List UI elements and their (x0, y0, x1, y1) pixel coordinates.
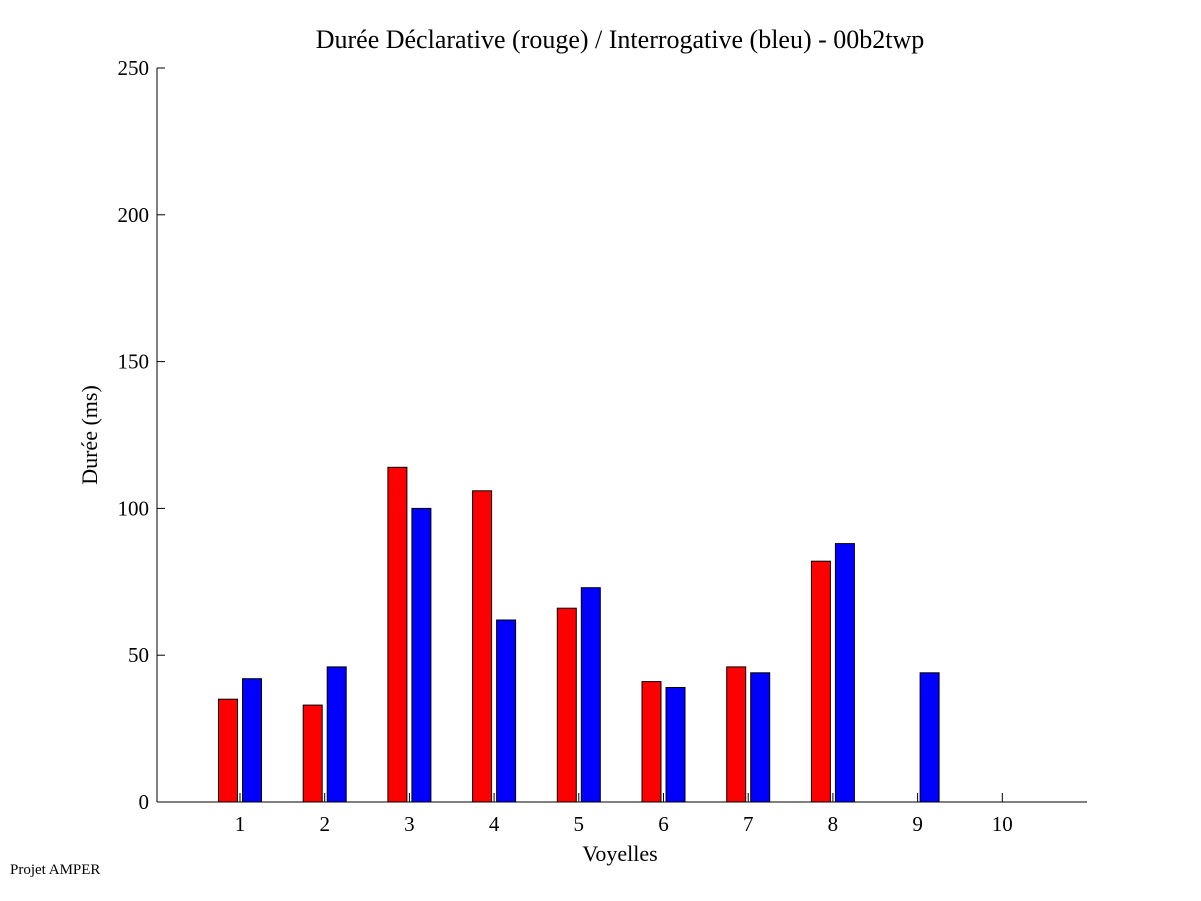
bar-series1-cat3 (387, 466, 408, 803)
bar-series2-cat6 (665, 687, 686, 803)
bar-series1-cat6 (641, 681, 662, 803)
bar-series2-cat2 (326, 666, 347, 803)
x-tick-label-9: 9 (912, 812, 923, 836)
y-tick-label-200: 200 (118, 203, 150, 227)
x-tick-label-1: 1 (235, 812, 246, 836)
bar-series2-cat7 (750, 672, 771, 803)
x-tick-label-4: 4 (489, 812, 500, 836)
bar-series1-cat2 (302, 704, 323, 803)
footer-credit: Projet AMPER (10, 862, 101, 878)
y-tick-label-250: 250 (118, 56, 150, 80)
y-tick-label-100: 100 (118, 496, 150, 520)
x-tick-label-8: 8 (828, 812, 839, 836)
bar-series2-cat8 (834, 543, 855, 803)
y-tick-label-0: 0 (139, 790, 150, 814)
x-tick-label-2: 2 (319, 812, 330, 836)
plot-area: 0 50 100 150 200 250 1 2 3 4 5 6 7 8 9 10 (118, 56, 1087, 836)
x-tick-label-5: 5 (574, 812, 585, 836)
x-tick-label-3: 3 (404, 812, 415, 836)
chart-title: Durée Déclarative (rouge) / Interrogativ… (316, 25, 925, 54)
bar-series2-cat3 (411, 507, 432, 803)
y-tick-label-50: 50 (128, 643, 149, 667)
bar-series2-cat5 (580, 587, 601, 803)
bar-series2-cat4 (496, 619, 517, 803)
bar-series2-cat1 (242, 678, 262, 803)
x-tick-label-7: 7 (743, 812, 754, 836)
bar-series1-cat7 (726, 666, 747, 803)
bar-series1-cat1 (218, 698, 238, 803)
bar-series1-cat4 (472, 490, 493, 803)
y-tick-label-150: 150 (118, 350, 150, 374)
x-axis-label: Voyelles (582, 841, 657, 866)
y-axis-label: Durée (ms) (77, 385, 102, 485)
x-tick-label-6: 6 (658, 812, 669, 836)
bar-series1-cat5 (556, 607, 577, 803)
bar-series2-cat9 (919, 672, 940, 803)
bar-series1-cat8 (810, 560, 831, 803)
x-tick-label-10: 10 (992, 812, 1013, 836)
